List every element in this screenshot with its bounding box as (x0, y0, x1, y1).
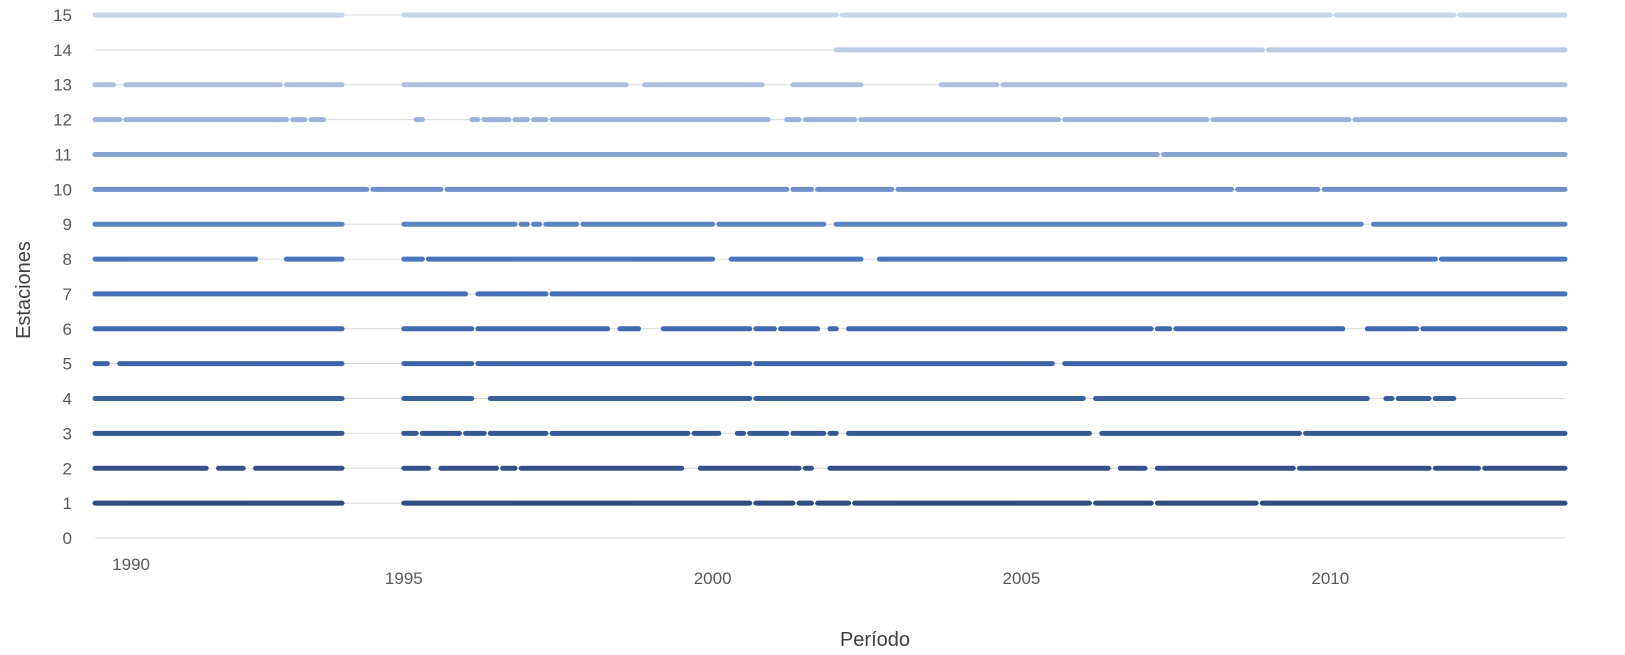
x-axis-title: Período (840, 629, 910, 651)
y-tick-label: 0 (63, 529, 72, 548)
y-tick-label: 14 (53, 41, 72, 60)
y-tick-label: 1 (63, 494, 72, 513)
gridlines (95, 14, 1565, 539)
y-tick-label: 10 (53, 180, 72, 199)
x-tick-label: 1990 (112, 555, 150, 574)
y-tick-label: 5 (63, 355, 72, 374)
y-tick-label: 11 (54, 145, 72, 164)
y-tick-label: 12 (53, 111, 72, 130)
x-tick-label: 2010 (1311, 569, 1349, 588)
x-tick-labels: 1990 1995 2000 2005 2010 (112, 555, 1349, 588)
x-tick-label: 2005 (1003, 569, 1041, 588)
y-tick-label: 7 (63, 285, 72, 304)
station-segments (92, 12, 1568, 506)
y-axis-title: Estaciones (13, 241, 35, 339)
x-tick-label: 1995 (385, 569, 423, 588)
y-tick-label: 6 (63, 320, 72, 339)
y-tick-label: 4 (63, 390, 72, 409)
y-tick-label: 2 (63, 459, 72, 478)
x-tick-label: 2000 (694, 569, 732, 588)
y-tick-label: 9 (63, 215, 72, 234)
y-tick-label: 15 (53, 6, 72, 25)
y-tick-label: 13 (53, 76, 72, 95)
y-tick-label: 8 (63, 250, 72, 269)
y-tick-label: 3 (63, 424, 72, 443)
